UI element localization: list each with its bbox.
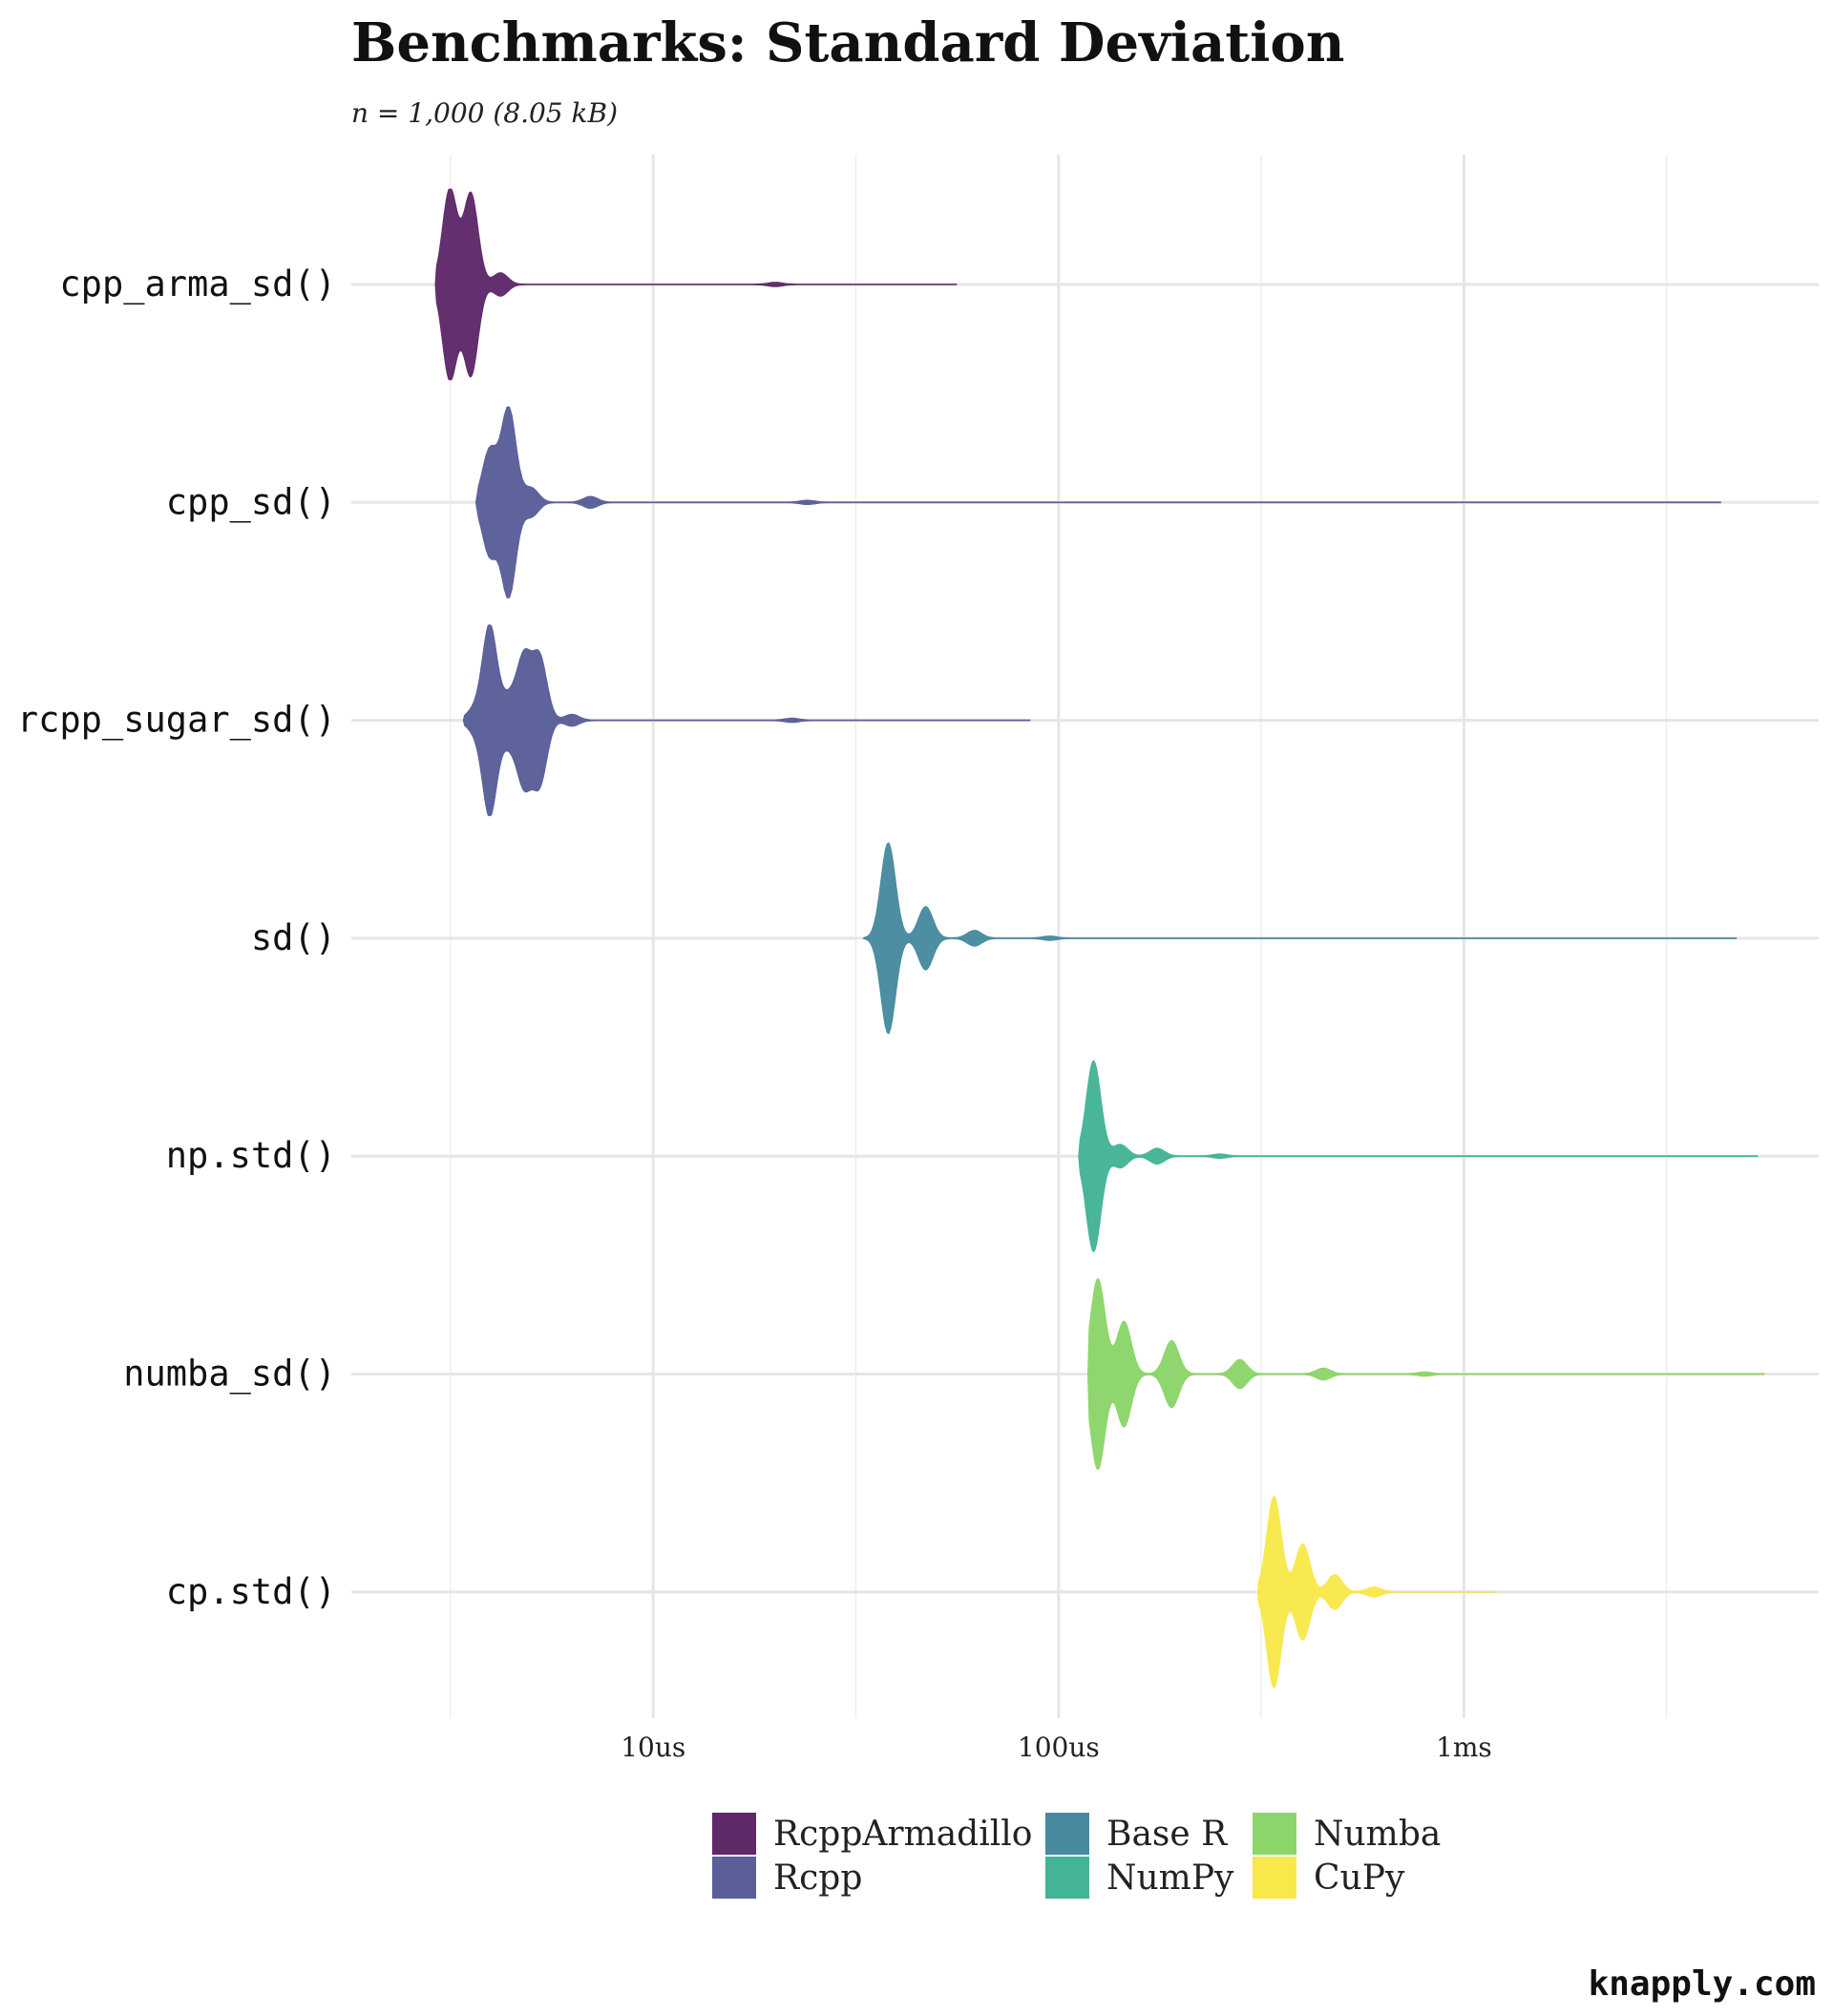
- y-axis-labels: cpp_arma_sd() cpp_sd() rcpp_sugar_sd() sd()…: [17, 263, 336, 1612]
- y-tick-label: numba_sd(): [123, 1354, 336, 1396]
- legend-label: Base R: [1106, 1815, 1228, 1854]
- violin-rcpp: [475, 406, 1721, 598]
- legend: RcppArmadillo Rcpp Base R NumPy Numba CuPy: [712, 1813, 1441, 1899]
- y-tick-label: cpp_sd(): [166, 481, 336, 523]
- legend-swatch: [1045, 1813, 1089, 1855]
- x-tick-label: 1ms: [1436, 1732, 1492, 1763]
- legend-label: Rcpp: [773, 1858, 862, 1898]
- legend-label: CuPy: [1314, 1858, 1405, 1898]
- x-axis-labels: 10us 100us 1ms: [621, 1732, 1492, 1763]
- y-tick-label: cp.std(): [166, 1571, 336, 1612]
- violin-base-r: [863, 842, 1738, 1035]
- y-tick-label: np.std(): [166, 1135, 336, 1176]
- caption: knapply.com: [1589, 1964, 1816, 2004]
- y-tick-label: cpp_arma_sd(): [59, 263, 336, 305]
- legend-swatch: [1253, 1813, 1296, 1855]
- chart-title: Benchmarks: Standard Deviation: [351, 11, 1344, 74]
- legend-swatch: [712, 1857, 756, 1899]
- violin-numba: [1087, 1278, 1765, 1470]
- y-tick-label: sd(): [251, 917, 336, 958]
- y-tick-label: rcpp_sugar_sd(): [17, 700, 336, 742]
- legend-swatch: [1253, 1857, 1296, 1899]
- violin-cupy: [1257, 1496, 1497, 1689]
- legend-label: Numba: [1314, 1815, 1441, 1854]
- legend-swatch: [712, 1813, 756, 1855]
- violin-rcpparmadillo: [434, 188, 958, 381]
- grid: [351, 155, 1819, 1718]
- violins: [434, 188, 1765, 1689]
- violin-rcpp: [462, 624, 1031, 816]
- legend-label: RcppArmadillo: [773, 1815, 1032, 1854]
- x-tick-label: 100us: [1018, 1732, 1100, 1763]
- x-tick-label: 10us: [621, 1732, 685, 1763]
- violin-numpy: [1078, 1060, 1759, 1252]
- legend-label: NumPy: [1106, 1858, 1234, 1898]
- legend-swatch: [1045, 1857, 1089, 1899]
- chart-subtitle: n = 1,000 (8.05 kB): [351, 97, 618, 129]
